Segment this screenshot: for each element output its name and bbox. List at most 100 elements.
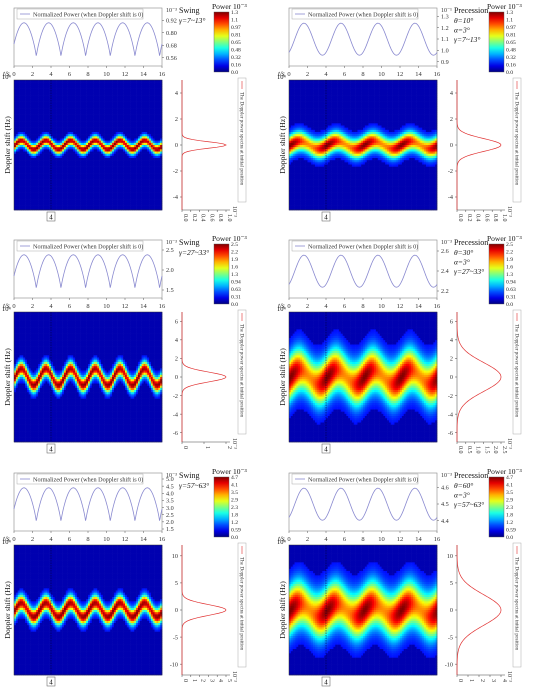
heatmap-cell [42, 89, 44, 91]
heatmap-cell [58, 152, 60, 154]
heatmap-cell [62, 204, 64, 206]
heatmap-cell [27, 160, 29, 162]
heatmap-cell [51, 145, 53, 147]
heatmap-cell [33, 152, 35, 154]
heatmap-cell [60, 128, 62, 130]
heatmap-cell [36, 110, 38, 112]
heatmap-cell [60, 199, 62, 201]
heatmap-cell [42, 175, 44, 177]
heatmap-cell [36, 175, 38, 177]
heatmap-cell [66, 147, 68, 149]
heatmap-cell [95, 147, 97, 149]
heatmap-cell [14, 97, 16, 99]
heatmap-cell [47, 91, 49, 93]
heatmap-cell [27, 182, 29, 184]
heatmap-cell [62, 128, 64, 130]
heatmap-cell [92, 178, 94, 180]
heatmap-cell [90, 156, 92, 158]
heatmap-cell [75, 126, 77, 128]
heatmap-cell [31, 184, 33, 186]
heatmap-cell [29, 143, 31, 145]
heatmap-cell [29, 201, 31, 203]
heatmap-cell [101, 186, 103, 188]
heatmap-cell [53, 169, 55, 171]
heatmap-cell [95, 117, 97, 119]
heatmap-cell [90, 132, 92, 134]
heatmap-cell [53, 167, 55, 169]
heatmap-cell [90, 162, 92, 164]
heatmap-cell [77, 84, 79, 86]
heatmap-cell [27, 191, 29, 193]
heatmap-cell [101, 184, 103, 186]
heatmap-cell [60, 91, 62, 93]
heatmap-cell [51, 84, 53, 86]
heatmap-cell [47, 108, 49, 110]
heatmap-cell [27, 119, 29, 121]
heatmap-cell [33, 143, 35, 145]
heatmap-cell [101, 110, 103, 112]
heatmap-cell [53, 193, 55, 195]
heatmap-cell [73, 80, 75, 82]
heatmap-cell [82, 139, 84, 141]
heatmap-cell [77, 91, 79, 93]
heatmap-cell [95, 141, 97, 143]
heatmap-cell [44, 180, 46, 182]
heatmap-cell [47, 175, 49, 177]
heatmap-cell [23, 100, 25, 102]
heatmap-cell [33, 123, 35, 125]
heatmap-cell [20, 184, 22, 186]
heatmap-cell [66, 91, 68, 93]
heatmap-cell [57, 191, 59, 193]
heatmap-cell [75, 128, 77, 130]
heatmap-cell [84, 104, 86, 106]
heatmap-cell [34, 117, 36, 119]
heatmap-cell [44, 169, 46, 171]
heatmap-cell [42, 106, 44, 108]
heatmap-cell [110, 102, 112, 104]
heatmap-cell [38, 184, 40, 186]
heatmap-cell [77, 195, 79, 197]
heatmap-cell [18, 154, 20, 156]
heatmap-cell [68, 169, 70, 171]
heatmap-cell [81, 195, 83, 197]
heatmap-cell [25, 195, 27, 197]
heatmap-cell [36, 173, 38, 175]
heatmap-cell [64, 184, 66, 186]
heatmap-cell [68, 143, 70, 145]
heatmap-cell [40, 95, 42, 97]
heatmap-cell [68, 204, 70, 206]
heatmap-cell [94, 108, 96, 110]
heatmap-cell [53, 126, 55, 128]
heatmap-cell [73, 106, 75, 108]
heatmap-cell [70, 184, 72, 186]
heatmap-cell [95, 121, 97, 123]
heatmap-cell [31, 165, 33, 167]
heatmap-cell [27, 91, 29, 93]
heatmap-cell [84, 136, 86, 138]
heatmap-cell [66, 199, 68, 201]
heatmap-cell [53, 139, 55, 141]
colorbar-tick-label: 0.65 [231, 40, 241, 46]
heatmap-cell [108, 206, 110, 208]
heatmap-cell [64, 132, 66, 134]
heatmap-cell [58, 80, 60, 82]
heatmap-cell [40, 188, 42, 190]
heatmap-cell [42, 193, 44, 195]
heatmap-cell [14, 134, 16, 136]
heatmap-cell [88, 206, 90, 208]
heatmap-cell [18, 80, 20, 82]
heatmap-cell [73, 167, 75, 169]
heatmap-cell [21, 193, 23, 195]
heatmap-cell [82, 197, 84, 199]
heatmap-cell [92, 149, 94, 151]
heatmap-cell [55, 201, 57, 203]
heatmap-cell [40, 80, 42, 82]
heatmap-cell [99, 171, 101, 173]
heatmap-cell [25, 171, 27, 173]
heatmap-cell [70, 158, 72, 160]
heatmap-cell [94, 197, 96, 199]
heatmap-cell [107, 136, 109, 138]
heatmap-cell [14, 169, 16, 171]
heatmap-cell [29, 147, 31, 149]
line-legend-label: Normalized Power (when Doppler shift is … [33, 12, 143, 19]
